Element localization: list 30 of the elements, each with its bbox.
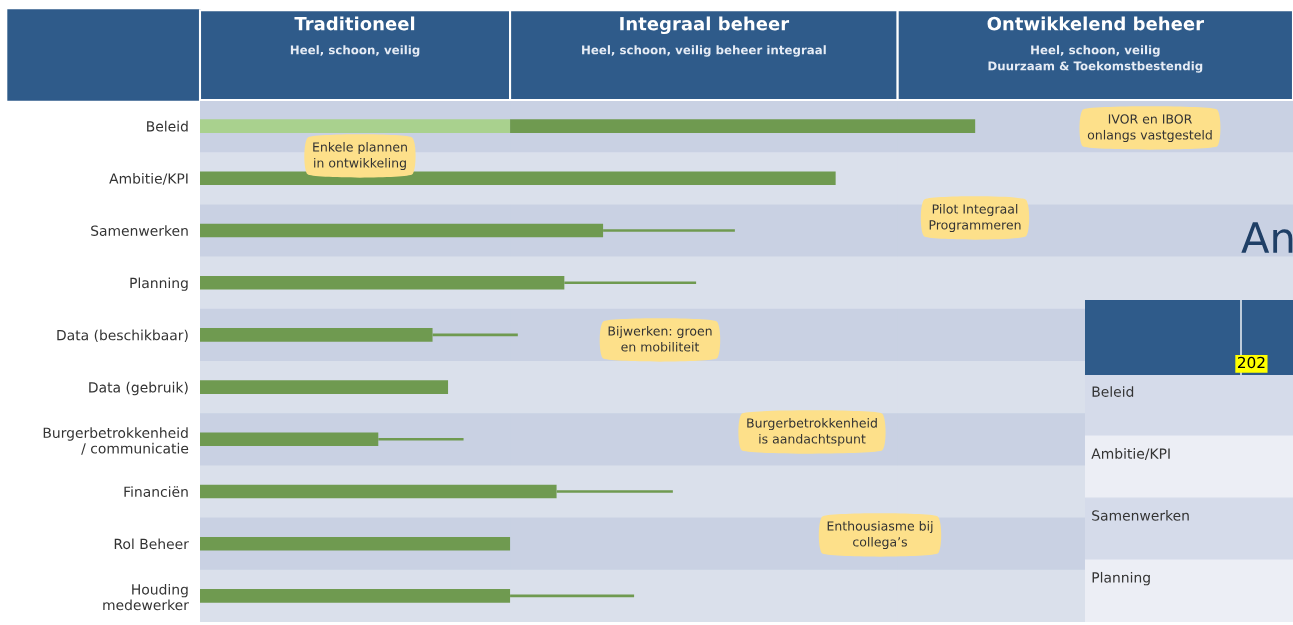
bar — [200, 536, 511, 551]
annotation: Enkele plannen in ontwikkeling — [313, 142, 407, 170]
y-tick-label: Data (beschikbaar) — [57, 329, 188, 343]
y-tick-label: Planning — [130, 277, 188, 291]
y-tick-label: Samenwerken — [91, 225, 188, 236]
bar — [510, 119, 976, 133]
category-label: Planning — [1092, 571, 1150, 586]
y-tick-label: Rol Beheer — [114, 538, 189, 550]
annotation: Bijwerken: groen en mobiliteit — [608, 326, 712, 352]
text: IVOR en IBOR onlangs vastgesteld — [1087, 114, 1212, 142]
text: An — [1241, 222, 1293, 253]
bar — [200, 380, 449, 394]
annotation: Pilot Integraal Programmeren — [929, 204, 1021, 232]
annotation: Burgerbetrokkenheid is aandachtspunt — [747, 418, 877, 446]
category-label: Ambitie/KPI — [1091, 448, 1170, 460]
category-label: Beleid — [1092, 386, 1134, 397]
category-label: Samenwerken — [1092, 510, 1189, 521]
text: 202 — [1237, 356, 1265, 369]
bar — [200, 119, 511, 133]
y-tick-label: Burgerbetrokkenheid / communicatie — [43, 427, 189, 455]
annotation: Enthousiasme bij collega’s — [827, 521, 933, 549]
y-tick-label: Data (gebruik) — [89, 381, 188, 396]
y-tick-label: Ambitie/KPI — [109, 173, 188, 185]
y-tick-label: Financiën — [124, 486, 188, 497]
band-label: Ontwikkelend beheer Heel, schoon, veilig Duurzaam & Toekomstbestendig — [987, 16, 1204, 73]
bar — [200, 171, 836, 186]
y-tick-label: Beleid — [147, 120, 188, 132]
y-tick-label: Houding medewerker — [103, 583, 189, 611]
band-label: Integraal beheer Heel, schoon, veilig beheer integraal — [582, 16, 826, 57]
band-label: Traditioneel Heel, schoon, veilig — [290, 16, 420, 57]
